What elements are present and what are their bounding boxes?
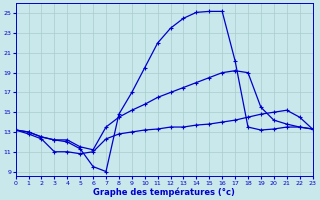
X-axis label: Graphe des températures (°c): Graphe des températures (°c) bbox=[93, 187, 235, 197]
